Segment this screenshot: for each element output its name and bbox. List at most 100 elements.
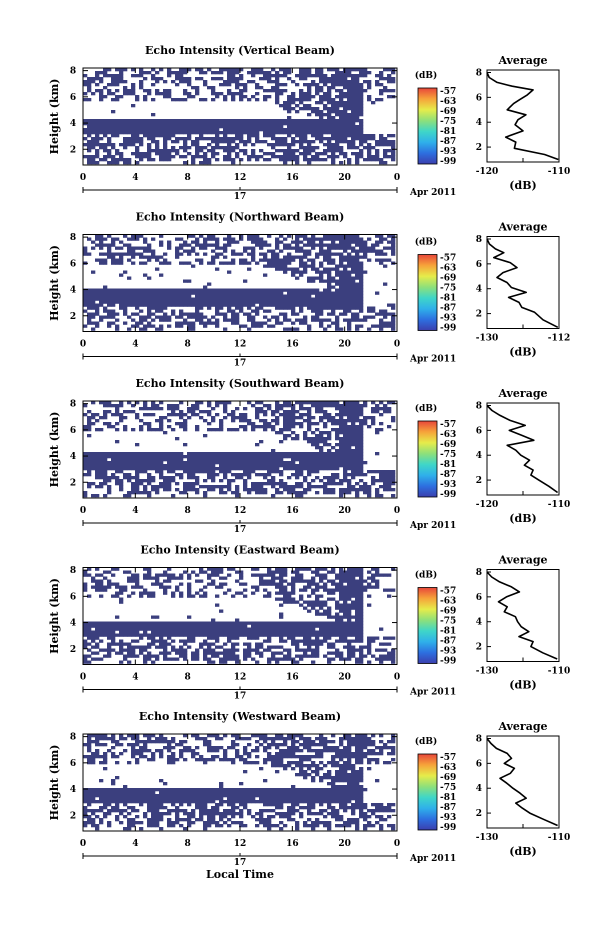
heatmap-cell xyxy=(119,71,124,75)
heatmap-cell xyxy=(351,261,356,265)
heatmap-cell xyxy=(155,573,160,577)
heatmap-cell xyxy=(127,410,132,414)
heatmap-cell xyxy=(347,407,352,411)
heatmap-cell xyxy=(387,401,392,405)
heatmap-cell xyxy=(143,488,148,492)
heatmap-cell xyxy=(247,119,252,123)
heatmap-cell xyxy=(379,134,384,138)
heatmap-cell xyxy=(195,407,200,411)
heatmap-cell xyxy=(323,119,328,123)
heatmap-cell xyxy=(95,579,100,583)
heatmap-cell xyxy=(155,149,160,153)
heatmap-cell xyxy=(275,422,280,426)
heatmap-cell xyxy=(83,294,88,298)
heatmap-cell xyxy=(235,294,240,298)
heatmap-cell xyxy=(271,476,276,480)
panel-title: Echo Intensity (Southward Beam) xyxy=(136,377,345,390)
heatmap-cell xyxy=(307,416,312,420)
heatmap-cell xyxy=(195,591,200,595)
heatmap-cell xyxy=(243,149,248,153)
heatmap-cell xyxy=(215,473,220,477)
heatmap-cell xyxy=(163,633,168,637)
heatmap-cell xyxy=(207,452,212,456)
heatmap-cell xyxy=(95,140,100,144)
heatmap-cell xyxy=(347,633,352,637)
heatmap-cell xyxy=(299,101,304,105)
heatmap-cell xyxy=(219,585,224,589)
heatmap-cell xyxy=(127,570,132,574)
heatmap-cell xyxy=(187,624,192,628)
heatmap-cell xyxy=(279,140,284,144)
heatmap-cell xyxy=(267,288,272,292)
heatmap-cell xyxy=(239,419,244,423)
heatmap-cell xyxy=(339,603,344,607)
heatmap-cell xyxy=(375,234,380,238)
heatmap-cell xyxy=(251,428,256,432)
heatmap-cell xyxy=(335,125,340,129)
heatmap-cell xyxy=(115,633,120,637)
heatmap-cell xyxy=(267,158,272,162)
heatmap-cell xyxy=(103,291,108,295)
heatmap-cell xyxy=(351,401,356,405)
heatmap-cell xyxy=(175,455,180,459)
heatmap-cell xyxy=(367,491,372,495)
date-label: Apr 2011 xyxy=(409,521,456,531)
heatmap-cell xyxy=(367,494,372,498)
heatmap-cell xyxy=(115,327,120,331)
heatmap-cell xyxy=(275,137,280,141)
heatmap-cell xyxy=(347,431,352,435)
heatmap-cell xyxy=(247,636,252,640)
heatmap-cell xyxy=(367,98,372,102)
heatmap-cell xyxy=(131,297,136,301)
heatmap-cell xyxy=(171,633,176,637)
heatmap-cell xyxy=(331,86,336,90)
heatmap-cell xyxy=(211,249,216,253)
heatmap-cell xyxy=(207,630,212,634)
heatmap-cell xyxy=(315,476,320,480)
heatmap-cell xyxy=(307,252,312,256)
heatmap-cell xyxy=(291,600,296,604)
heatmap-cell xyxy=(343,434,348,438)
heatmap-cell xyxy=(315,267,320,271)
heatmap-cell xyxy=(359,624,364,628)
heatmap-cell xyxy=(339,74,344,78)
heatmap-cell xyxy=(231,294,236,298)
date-label: Apr 2011 xyxy=(409,188,456,198)
heatmap-cell xyxy=(195,89,200,93)
heatmap-cell xyxy=(131,294,136,298)
heatmap-cell xyxy=(151,576,156,580)
heatmap-cell xyxy=(183,122,188,126)
heatmap-cell xyxy=(239,297,244,301)
heatmap-cell xyxy=(163,146,168,150)
heatmap-cell xyxy=(367,639,372,643)
heatmap-cell xyxy=(359,113,364,117)
heatmap-cell xyxy=(207,158,212,162)
heatmap-cell xyxy=(83,461,88,465)
heatmap-cell xyxy=(311,318,316,322)
heatmap-cell xyxy=(279,143,284,147)
heatmap-cell xyxy=(375,431,380,435)
heatmap-cell xyxy=(203,237,208,241)
average-y-tick-label: 8 xyxy=(476,235,482,245)
heatmap-cell xyxy=(243,458,248,462)
heatmap-cell xyxy=(263,573,268,577)
heatmap-cell xyxy=(111,567,116,571)
heatmap-cell xyxy=(187,455,192,459)
heatmap-cell xyxy=(363,240,368,244)
heatmap-cell xyxy=(223,582,228,586)
heatmap-cell xyxy=(315,152,320,156)
heatmap-cell xyxy=(207,282,212,286)
heatmap-cell xyxy=(379,98,384,102)
heatmap-cell xyxy=(171,98,176,102)
heatmap-cell xyxy=(219,491,224,495)
heatmap-cell xyxy=(351,74,356,78)
heatmap-cell xyxy=(355,252,360,256)
heatmap-cell xyxy=(307,473,312,477)
heatmap-cell xyxy=(207,470,212,474)
heatmap-cell xyxy=(351,95,356,99)
heatmap-cell xyxy=(195,122,200,126)
heatmap-cell xyxy=(151,288,156,292)
heatmap-cell xyxy=(267,458,272,462)
heatmap-cell xyxy=(387,473,392,477)
heatmap-cell xyxy=(223,122,228,126)
